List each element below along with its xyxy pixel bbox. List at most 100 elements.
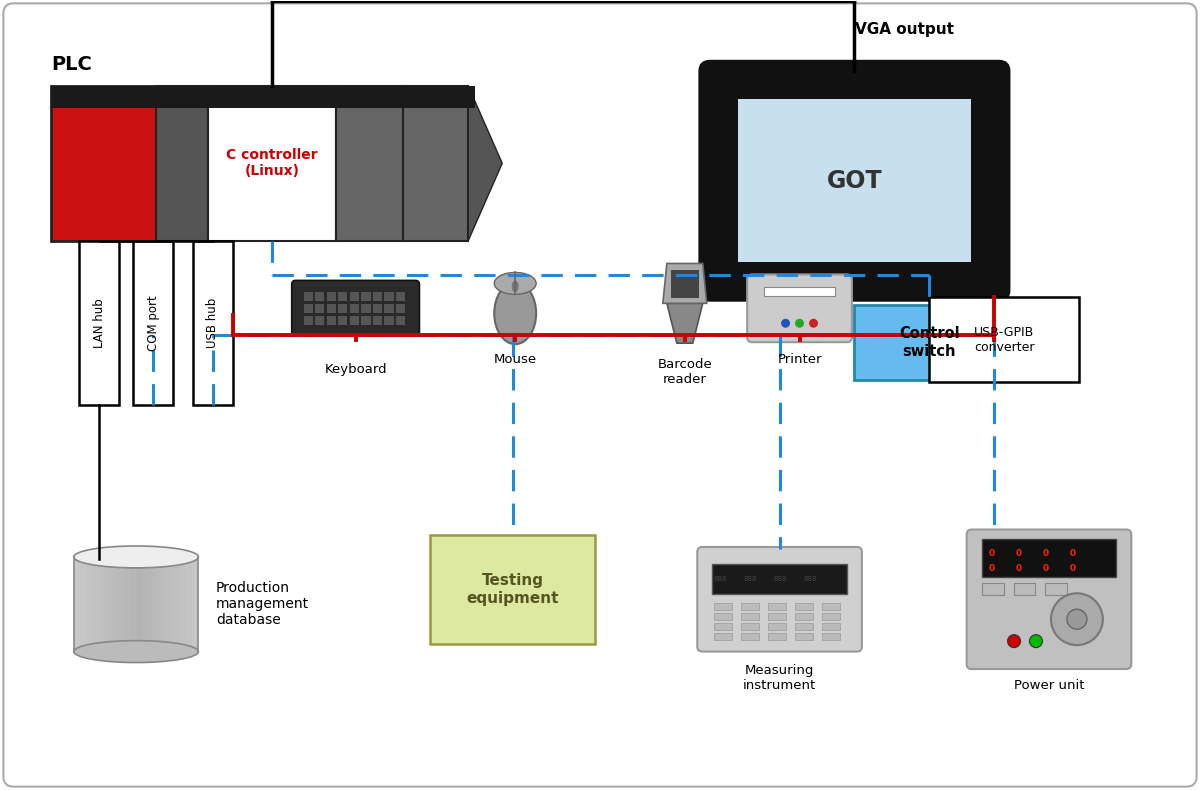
Bar — [338, 292, 348, 301]
Ellipse shape — [73, 546, 198, 568]
Bar — [143, 557, 149, 652]
Ellipse shape — [511, 280, 518, 292]
Bar — [174, 557, 180, 652]
Text: Power unit: Power unit — [1014, 679, 1085, 692]
Bar — [336, 86, 403, 240]
Circle shape — [781, 319, 790, 328]
Circle shape — [1008, 634, 1020, 648]
FancyBboxPatch shape — [292, 280, 420, 337]
Text: 0: 0 — [1069, 549, 1075, 558]
Bar — [384, 292, 394, 301]
Text: 0: 0 — [1015, 549, 1021, 558]
Polygon shape — [667, 303, 703, 343]
Ellipse shape — [494, 273, 536, 295]
Bar — [768, 623, 786, 630]
Bar — [373, 292, 382, 301]
Bar — [316, 316, 324, 325]
Bar — [98, 557, 104, 652]
Bar — [350, 304, 359, 313]
Bar — [193, 240, 233, 405]
Bar — [112, 557, 118, 652]
Circle shape — [796, 319, 804, 328]
Bar — [822, 623, 840, 630]
Circle shape — [809, 319, 818, 328]
Bar — [316, 304, 324, 313]
Text: 0: 0 — [1015, 564, 1021, 573]
FancyBboxPatch shape — [967, 529, 1132, 669]
Bar — [396, 304, 406, 313]
Text: Barcode
reader: Barcode reader — [658, 358, 712, 386]
Bar — [161, 557, 167, 652]
Bar — [361, 304, 371, 313]
Text: Printer: Printer — [778, 353, 822, 366]
Bar — [52, 86, 475, 108]
Bar — [130, 557, 136, 652]
Bar — [326, 316, 336, 325]
Text: C controller
(Linux): C controller (Linux) — [226, 149, 318, 179]
Circle shape — [1030, 634, 1043, 648]
Bar — [768, 613, 786, 619]
Text: 0: 0 — [1043, 564, 1049, 573]
Bar — [1014, 583, 1036, 596]
Text: Keyboard: Keyboard — [324, 363, 386, 376]
Bar — [338, 304, 348, 313]
Bar — [373, 316, 382, 325]
Text: Control
switch: Control switch — [899, 326, 960, 359]
Bar — [350, 292, 359, 301]
Bar — [742, 613, 760, 619]
Text: LAN hub: LAN hub — [92, 298, 106, 348]
Text: COM port: COM port — [146, 295, 160, 351]
Text: VGA output: VGA output — [854, 22, 954, 37]
Text: 0: 0 — [1043, 549, 1049, 558]
Bar — [822, 633, 840, 640]
Bar — [742, 603, 760, 610]
Bar — [714, 603, 732, 610]
Bar — [208, 86, 336, 240]
Bar — [671, 270, 698, 299]
Bar — [768, 633, 786, 640]
Bar — [73, 557, 198, 652]
Bar — [156, 86, 208, 240]
Bar — [52, 86, 156, 240]
Bar — [384, 316, 394, 325]
Bar — [796, 603, 814, 610]
FancyBboxPatch shape — [697, 547, 862, 652]
Bar — [326, 304, 336, 313]
Bar — [155, 557, 161, 652]
Bar — [361, 292, 371, 301]
Bar — [149, 557, 155, 652]
Text: GOT: GOT — [827, 169, 882, 193]
Bar — [854, 305, 1004, 380]
Bar — [738, 99, 971, 262]
Text: PLC: PLC — [52, 55, 92, 74]
Bar — [1045, 583, 1068, 596]
Bar — [326, 292, 336, 301]
Bar — [384, 304, 394, 313]
FancyBboxPatch shape — [700, 61, 1009, 300]
Bar — [52, 86, 475, 108]
Bar — [79, 240, 119, 405]
Bar — [403, 86, 468, 240]
Text: 888: 888 — [714, 577, 727, 582]
Text: Measuring
instrument: Measuring instrument — [743, 664, 816, 692]
Bar — [167, 557, 174, 652]
FancyBboxPatch shape — [4, 3, 1196, 787]
Polygon shape — [468, 86, 503, 240]
Bar — [396, 316, 406, 325]
Text: 0: 0 — [989, 549, 995, 558]
Bar — [192, 557, 198, 652]
Bar — [73, 557, 80, 652]
Bar — [822, 613, 840, 619]
Bar — [316, 292, 324, 301]
Bar — [822, 603, 840, 610]
Ellipse shape — [73, 641, 198, 663]
Text: Testing
equipment: Testing equipment — [467, 573, 559, 605]
Circle shape — [1051, 593, 1103, 645]
Bar — [982, 583, 1003, 596]
Bar — [180, 557, 186, 652]
Ellipse shape — [494, 282, 536, 344]
Bar — [133, 240, 173, 405]
Bar — [768, 603, 786, 610]
Bar — [796, 613, 814, 619]
Bar — [86, 557, 92, 652]
